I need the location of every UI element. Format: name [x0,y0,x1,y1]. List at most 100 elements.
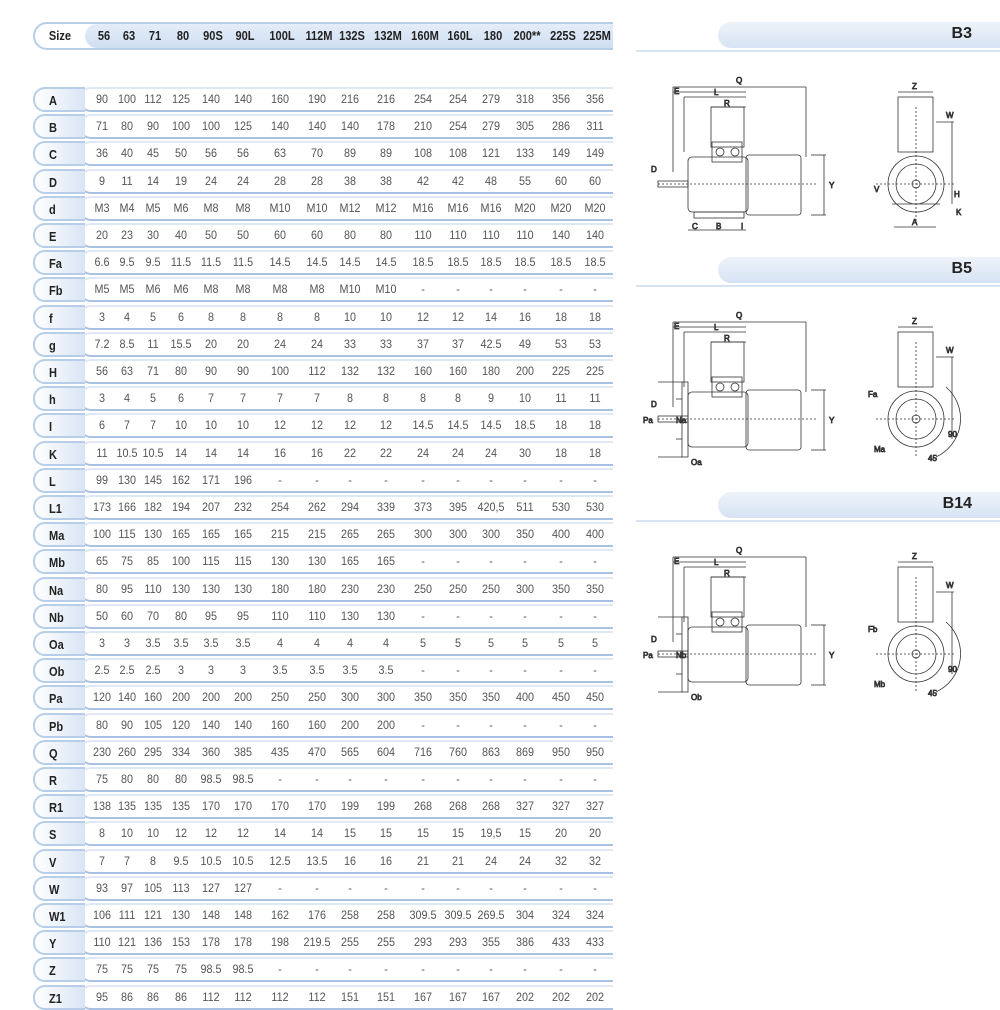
table-cell: - [523,717,527,732]
table-row: g 7.2 8.5 11 15.5 20 20 24 24 33 33 37 37 42.5 49 53 53 [33,331,613,357]
row-label: S [49,827,57,843]
table-cell: - [523,772,527,786]
table-cell: 165 [201,527,221,542]
table-cell: 230 [92,744,112,759]
row-values-band [79,87,613,112]
table-cell: 21 [416,853,430,868]
table-cell: 530 [551,500,571,514]
table-cell: - [348,472,352,487]
row-label-cell: Z1 [33,984,85,1010]
table-cell: 760 [448,744,468,759]
table-cell: 350 [481,690,501,705]
table-cell: 14.5 [269,255,291,270]
table-cell: 110 [308,608,326,623]
table-cell: 250 [481,581,501,596]
table-cell: 3.5 [203,636,219,650]
row-label-cell: f [33,304,85,330]
table-cell: 268 [481,799,501,814]
table-cell: 360 [201,744,221,759]
table-cell: 97 [120,880,134,895]
table-cell: 130 [171,581,191,596]
row-label-cell: Oa [33,631,85,656]
table-cell: 140 [233,717,253,732]
table-cell: M8 [272,282,288,297]
table-cell: 22 [379,445,393,460]
row-label-cell: E [33,223,85,248]
dim-q: Q [736,76,742,85]
table-row: Oa 3 3 3.5 3.5 3.5 3.5 4 4 4 4 5 5 5 5 5 5 [33,631,613,656]
size-header-band [85,24,613,48]
table-cell: 10.5 [116,445,138,460]
dim-i: I [741,222,743,231]
table-cell: - [421,663,425,678]
table-cell: 262 [307,500,327,514]
table-row: Ma 100 115 130 165 165 165 215 215 265 265 300 300 30… [33,522,613,548]
table-cell: 12 [379,418,393,433]
row-label-cell: W [33,875,85,901]
table-cell: 8.5 [119,336,135,351]
table-cell: 8 [419,391,427,406]
table-cell: M20 [584,200,606,215]
table-cell: - [315,880,319,895]
table-cell: 230 [376,581,396,596]
table-cell: 20 [236,336,250,351]
table-cell: 120 [92,690,112,705]
table-cell: 15.5 [170,336,192,351]
table-cell: 356 [551,92,571,106]
table-cell: - [421,880,425,895]
table-cell: 950 [551,744,571,759]
table-cell: 215 [270,527,290,542]
table-cell: 24 [204,173,218,188]
row-label: Ob [49,664,65,680]
row-values-band [79,359,613,384]
size-header-cell: 80 [176,28,190,43]
table-cell: 14 [204,445,218,460]
row-values-band [79,549,613,575]
row-label-cell: I [33,413,85,439]
table-cell: M3 [94,200,110,215]
table-cell: 125 [171,92,191,106]
table-cell: 16 [343,853,357,868]
table-cell: 309.5 [409,908,437,922]
table-cell: 127 [201,880,221,895]
table-cell: - [278,962,282,977]
dim-y: Y [829,651,835,660]
table-cell: 40 [120,146,134,161]
row-label-cell: Q [33,739,85,765]
table-cell: 10 [120,826,134,841]
size-header-cell: 132M [374,28,402,43]
table-cell: 8 [313,309,321,324]
table-cell: 200 [201,690,221,705]
table-cell: - [523,663,527,678]
table-cell: 140 [270,119,290,134]
table-row: Ob 2.5 2.5 2.5 3 3 3 3.5 3.5 3.5 3.5 - - - - - - [33,658,613,684]
table-cell: 386 [515,935,535,950]
row-label: K [49,446,57,462]
table-cell: 18.5 [514,255,536,270]
table-cell: 250 [270,690,290,705]
table-cell: 250 [307,690,327,705]
table-cell: 3 [98,309,106,324]
table-cell: M8 [235,200,251,215]
table-cell: 98.5 [232,962,254,977]
table-cell: 339 [376,500,396,514]
table-cell: - [489,962,493,977]
table-cell: 140 [585,228,605,242]
table-cell: 108 [413,146,433,161]
table-cell: 167 [481,989,501,1004]
table-cell: M5 [119,282,135,297]
table-cell: - [456,663,460,678]
table-cell: 71 [95,119,109,134]
table-cell: 6.6 [94,255,110,270]
table-cell: 80 [95,581,109,596]
table-cell: 45 [146,146,160,161]
table-cell: 100 [171,554,191,569]
table-cell: - [456,608,460,623]
row-label: Fa [49,256,62,272]
dim-spigot-diameter: Nb [676,651,687,660]
table-cell: 170 [233,799,253,814]
table-cell: 334 [171,744,191,759]
terminal-box [711,376,743,398]
table-cell: - [456,717,460,732]
dim-flange-diameter: Pa [643,651,653,660]
